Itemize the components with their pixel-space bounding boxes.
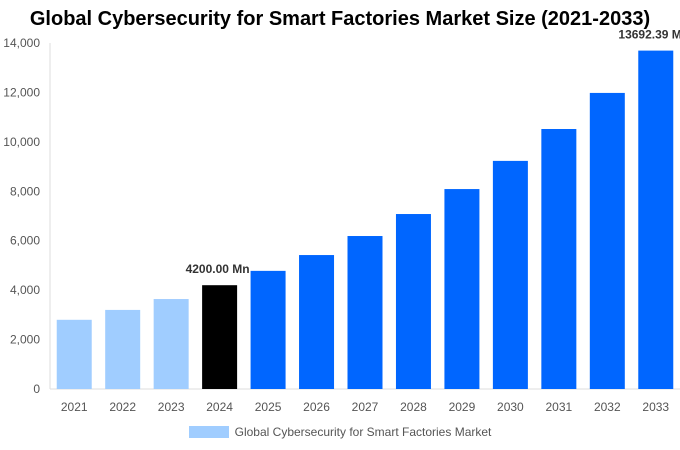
bar-2023 xyxy=(153,299,189,389)
legend: Global Cybersecurity for Smart Factories… xyxy=(0,425,680,439)
bar-2026 xyxy=(299,255,335,389)
x-tick-label: 2030 xyxy=(497,400,524,414)
chart-title: Global Cybersecurity for Smart Factories… xyxy=(29,8,651,30)
bar-2030 xyxy=(492,160,528,389)
x-tick-label: 2031 xyxy=(545,400,572,414)
bar-2022 xyxy=(105,309,141,389)
y-tick-label: 12,000 xyxy=(3,85,40,99)
y-tick-label: 4,000 xyxy=(10,283,40,297)
x-tick-label: 2024 xyxy=(206,400,233,414)
bar-2032 xyxy=(589,92,625,390)
x-tick-label: 2021 xyxy=(61,400,88,414)
legend-label[interactable]: Global Cybersecurity for Smart Factories… xyxy=(234,425,492,439)
x-tick-label: 2028 xyxy=(400,400,427,414)
legend-swatch xyxy=(188,426,229,438)
x-tick-label: 2023 xyxy=(158,400,185,414)
y-tick-label: 2,000 xyxy=(10,333,40,347)
x-tick-label: 2032 xyxy=(594,400,621,414)
bar-2033 xyxy=(638,50,674,390)
y-tick-label: 0 xyxy=(33,382,40,396)
bar-2025 xyxy=(250,270,286,389)
x-tick-label: 2022 xyxy=(109,400,136,414)
bar-2027 xyxy=(347,236,383,389)
y-tick-label: 8,000 xyxy=(10,184,40,198)
bar-2029 xyxy=(444,189,480,389)
x-tick-label: 2033 xyxy=(642,400,669,414)
bar-2021 xyxy=(56,319,92,389)
x-tick-label: 2025 xyxy=(255,400,282,414)
data-label-2033: 13692.39 Mn xyxy=(618,28,680,42)
y-tick-label: 6,000 xyxy=(10,234,40,248)
bar-2024 xyxy=(202,285,238,389)
x-tick-label: 2027 xyxy=(352,400,379,414)
data-label-2024: 4200.00 Mn xyxy=(186,262,250,276)
x-tick-label: 2029 xyxy=(449,400,476,414)
bar-2031 xyxy=(541,129,577,389)
bar-2028 xyxy=(395,214,431,389)
y-tick-label: 14,000 xyxy=(3,36,40,50)
x-tick-label: 2026 xyxy=(303,400,330,414)
y-tick-label: 10,000 xyxy=(3,135,40,149)
